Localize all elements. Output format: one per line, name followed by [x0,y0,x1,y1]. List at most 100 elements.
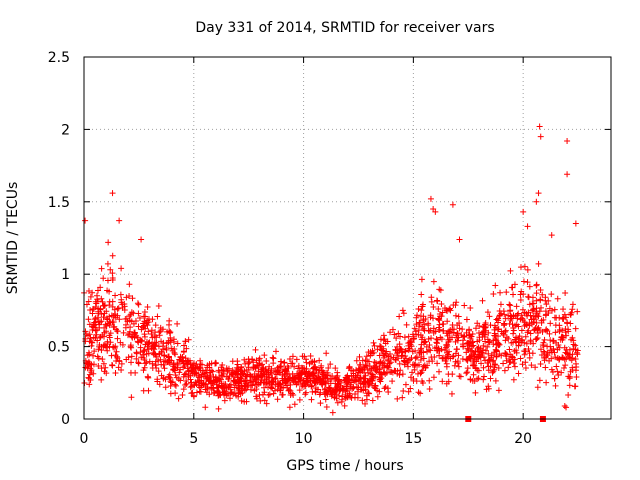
data-point [154,313,161,320]
data-point [389,369,396,376]
data-point [166,371,173,378]
data-point [291,379,298,386]
data-point [85,287,92,294]
data-point [87,306,94,313]
data-point [325,364,332,371]
data-point [405,342,412,349]
data-point [134,300,141,307]
data-point [365,369,372,376]
data-point [153,339,160,346]
data-point [523,340,530,347]
data-point [446,348,453,355]
data-point [535,190,542,197]
data-point [93,300,100,307]
data-point [526,354,533,361]
data-point [117,291,124,298]
data-point [568,309,575,316]
data-point [103,370,110,377]
data-point [206,391,213,398]
data-point [565,392,572,399]
data-point [170,363,177,370]
data-point [366,377,373,384]
data-point [436,326,443,333]
data-point [137,336,144,343]
data-point [332,365,339,372]
data-point [537,133,544,140]
data-point [143,350,150,357]
data-point [534,384,541,391]
data-point [476,337,483,344]
data-point [416,319,423,326]
data-point [453,346,460,353]
data-point [378,370,385,377]
data-point [120,329,127,336]
data-point [543,301,550,308]
data-point [511,281,518,288]
data-point [526,319,533,326]
data-point [96,321,103,328]
data-point [510,360,517,367]
data-point [574,347,581,354]
data-point [551,375,558,382]
data-point [570,337,577,344]
data-point [519,306,526,313]
data-point [519,361,526,368]
data-point [444,343,451,350]
data-point [243,377,250,384]
data-point [355,365,362,372]
x-tick-label: 20 [514,431,532,447]
data-point [296,375,303,382]
data-point [399,394,406,401]
data-point [236,387,243,394]
data-point [150,345,157,352]
data-points [81,123,581,416]
data-point [503,289,510,296]
data-point [142,360,149,367]
data-point [87,335,94,342]
data-point [537,346,544,353]
data-point [516,338,523,345]
data-point [252,346,259,353]
data-point [284,363,291,370]
data-point [242,360,249,367]
data-point [167,329,174,336]
data-point [210,373,217,380]
data-point [227,395,234,402]
data-point [135,323,142,330]
data-point [439,378,446,385]
data-point [133,349,140,356]
y-axis-label: SRMTID / TECUs [5,182,21,295]
data-point [138,236,145,243]
data-point [409,348,416,355]
data-point [106,302,113,309]
data-point [394,395,401,402]
data-point [231,377,238,384]
data-point [112,369,119,376]
data-point [453,299,460,306]
data-point [553,339,560,346]
data-point [86,381,93,388]
data-point [445,338,452,345]
data-point [188,379,195,386]
data-point [359,367,366,374]
data-point [491,332,498,339]
data-point [406,345,413,352]
data-point [520,278,527,285]
data-point [215,405,222,412]
data-point [160,346,167,353]
data-point [174,360,181,367]
data-point [189,389,196,396]
data-point [521,351,528,358]
data-point [436,286,443,293]
data-point [208,377,215,384]
data-point [435,315,442,322]
data-point [322,388,329,395]
data-point [250,365,257,372]
data-point [393,335,400,342]
data-point [152,322,159,329]
data-point [396,341,403,348]
data-point [385,358,392,365]
data-point [345,365,352,372]
data-point [255,368,262,375]
data-point [529,350,536,357]
